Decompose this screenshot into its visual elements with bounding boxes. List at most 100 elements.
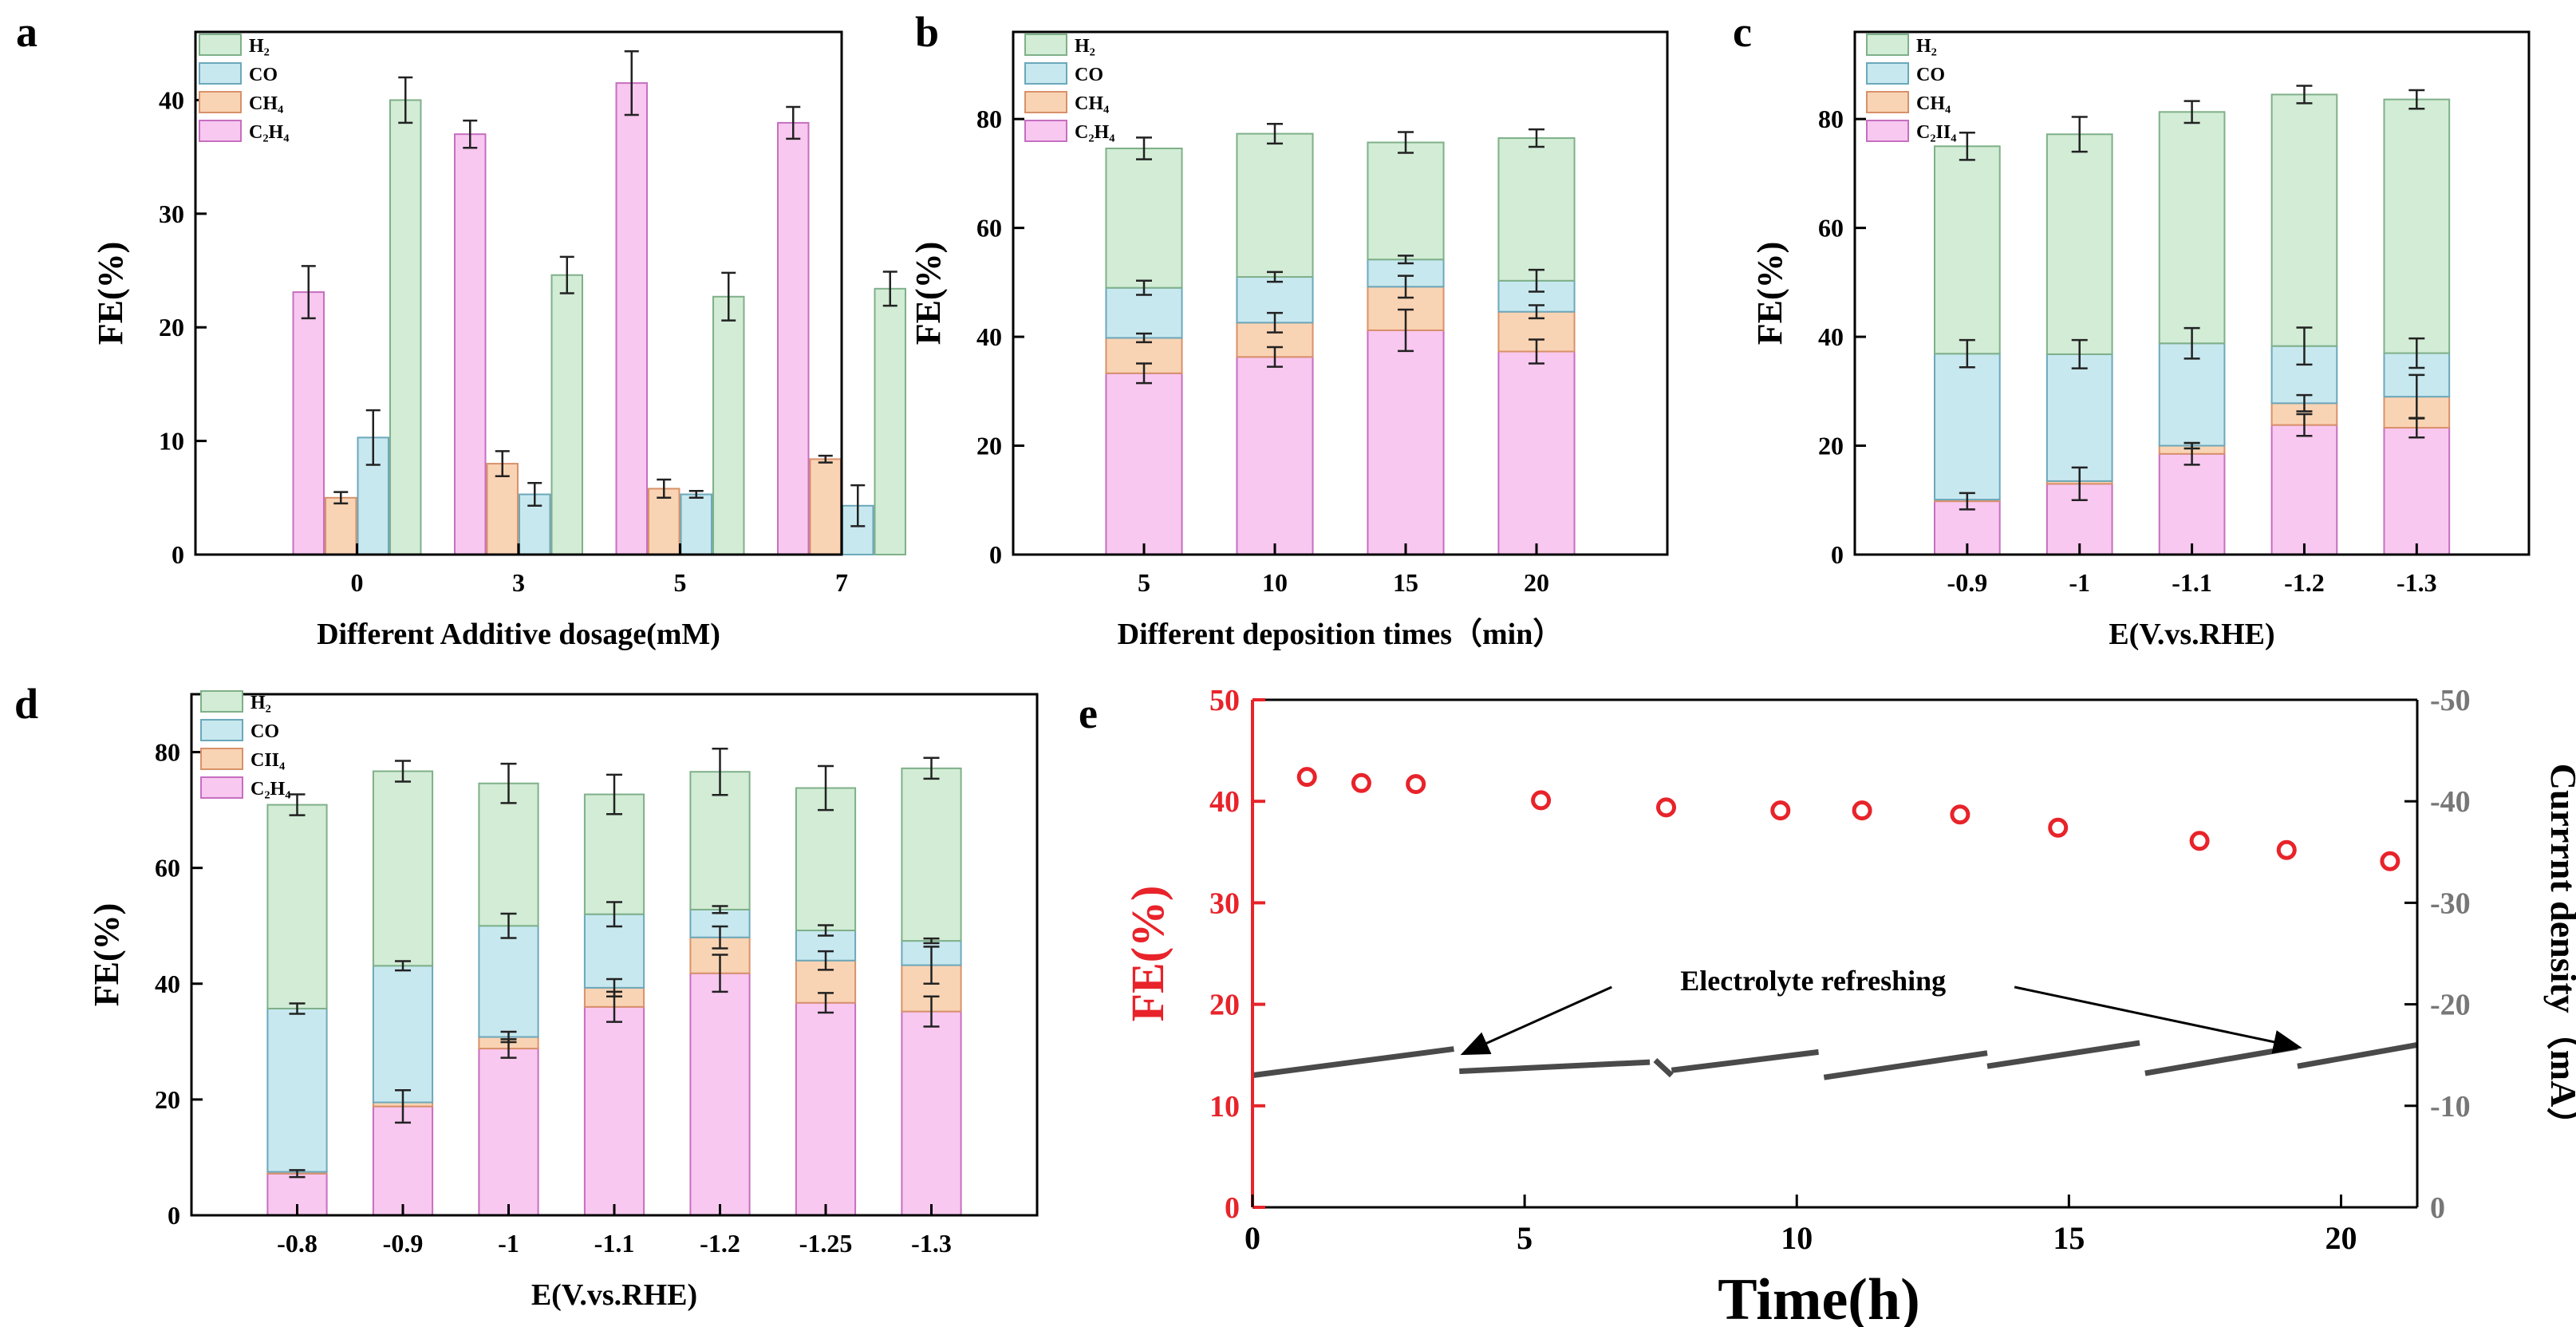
panel-e: e 0 10 20 30 40 50 0 -10 -20 -30 -40 -50 0 5 10 15 20 Time…: [1061, 670, 2576, 1327]
x-tick-label: -1: [498, 1229, 519, 1258]
bar-segment-co: [1105, 286, 1183, 339]
panel-label: a: [16, 8, 37, 56]
bar-segment-c2h4: [2158, 452, 2226, 556]
error-bar-co: [818, 924, 834, 937]
error-bar-co: [365, 409, 381, 466]
y-tick-label: 60: [976, 214, 1002, 243]
error-bar-h2: [1267, 123, 1283, 145]
bar-c2h4: [292, 291, 325, 555]
legend-label: H₂: [1075, 36, 1095, 57]
chart-e: e 0 10 20 30 40 50 0 -10 -20 -30 -40 -50 0 5 10 15 20 Time…: [1079, 684, 2576, 1327]
error-bar-ch4: [923, 946, 940, 985]
current-trace: [1823, 1050, 1988, 1080]
legend-label: CH₄: [1075, 93, 1109, 114]
error-bar-c2h4: [463, 119, 478, 149]
annotation-electrolyte-refreshing: Electrolyte refreshing: [1680, 965, 1946, 997]
error-bar-co: [606, 901, 622, 928]
legend-swatch-ch4: [200, 748, 243, 770]
annotation-arrow: [2014, 985, 2302, 1054]
bar-c2h4: [777, 121, 810, 556]
left-y-tick-label: 50: [1209, 684, 1240, 717]
bar-segment-co: [2045, 353, 2113, 482]
chart-c: c 0 20 40 60 80 -0.9 -1 -1.1 -1.2 -1.3 E(V.vs.RHE) F…: [1733, 8, 2531, 651]
error-bar-c2h4: [1398, 308, 1414, 353]
legend-swatch-c2h4: [199, 120, 242, 142]
error-bar-c2h4: [289, 1169, 306, 1179]
error-bar-c2h4: [2296, 413, 2313, 437]
x-tick-label: 20: [1524, 568, 1549, 597]
legend-swatch-h2: [1866, 34, 1909, 56]
right-y-tick-label: -20: [2430, 989, 2471, 1022]
error-bar-ch4: [606, 977, 622, 997]
y-tick-label: 40: [1818, 322, 1844, 351]
x-tick-label: 20: [2325, 1220, 2357, 1256]
legend-swatch-c2h4: [200, 776, 243, 799]
error-bar-ch4: [2183, 441, 2200, 450]
bar-segment-co: [478, 925, 539, 1038]
y-tick-label: 60: [1818, 214, 1844, 243]
fe-marker: [1852, 800, 1872, 821]
error-bar-ch4: [818, 950, 834, 971]
x-tick-label: 5: [1517, 1220, 1533, 1256]
error-bar-h2: [2183, 100, 2200, 124]
y-tick-label: 60: [155, 854, 180, 883]
right-y-tick-label: -30: [2430, 887, 2471, 920]
x-tick-label: 0: [351, 568, 364, 597]
bar-segment-co: [372, 965, 434, 1104]
legend-swatch-co: [1866, 62, 1909, 85]
y-axis-label: FE(%): [1750, 242, 1789, 346]
x-tick-label: -0.9: [1947, 568, 1988, 597]
bar-ch4: [325, 496, 357, 555]
bar-segment-h2: [2383, 98, 2451, 354]
bar-segment-h2: [1934, 145, 2001, 355]
error-bar-h2: [923, 756, 940, 780]
chart-d: d 0 20 40 60 80 -0.8 -0.9 -1 -1.1 -1.2 -1.25 -1.3 E(V…: [14, 680, 1039, 1312]
legend-swatch-c2h4: [1866, 120, 1909, 142]
bar-segment-h2: [2045, 133, 2113, 355]
error-bar-ch4: [495, 450, 510, 477]
y-tick-label: 20: [1818, 432, 1844, 460]
error-bar-c2h4: [1959, 492, 1975, 511]
legend-swatch-co: [1024, 62, 1067, 85]
fe-marker: [1950, 804, 1970, 825]
bar-segment-co: [2158, 342, 2226, 447]
error-bar-h2: [1959, 131, 1975, 161]
current-trace: [1653, 1057, 1674, 1078]
x-tick-label: 0: [1245, 1220, 1260, 1256]
bar-c2h4: [615, 82, 648, 555]
error-bar-co: [1959, 338, 1975, 369]
error-bar-c2h4: [786, 105, 801, 140]
fe-marker: [1296, 767, 1317, 788]
current-trace: [1252, 1046, 1454, 1079]
chart-a: a 0 10 20 30 40 0 3 5 7 Different Additive dosage(…: [16, 8, 906, 651]
fe-marker: [1531, 790, 1552, 811]
error-bar-ch4: [657, 478, 672, 500]
x-tick-label: -1: [2069, 568, 2090, 597]
bar-segment-c2h4: [1497, 350, 1576, 556]
error-bar-co: [1136, 279, 1152, 296]
panel-label: e: [1079, 689, 1098, 737]
error-bar-h2: [818, 764, 834, 812]
y-axis-label: FE(%): [87, 903, 126, 1007]
x-tick-label: -1.3: [911, 1229, 952, 1258]
bar-segment-h2: [266, 804, 328, 1009]
right-y-tick-label: -10: [2430, 1090, 2471, 1124]
error-bar-c2h4: [301, 265, 316, 320]
bar-segment-h2: [1367, 141, 1445, 261]
error-bar-co: [923, 937, 940, 945]
error-bar-h2: [500, 762, 517, 804]
error-bar-h2: [559, 255, 574, 294]
legend-label: CH₄: [1916, 93, 1951, 114]
y-tick-label: 20: [155, 1085, 180, 1114]
error-bar-h2: [712, 747, 728, 796]
error-bar-ch4: [2408, 373, 2425, 420]
x-tick-label: 15: [2053, 1220, 2085, 1256]
legend-swatch-ch4: [1024, 91, 1067, 113]
current-trace: [1671, 1049, 1819, 1073]
error-bar-co: [688, 490, 704, 500]
panel-b: b 0 20 40 60 80 5 10 15 20 Different deposition ti…: [858, 0, 1715, 670]
legend-swatch-co: [200, 719, 243, 741]
y-tick-label: 0: [168, 1201, 180, 1230]
bar-segment-c2h4: [1367, 329, 1445, 555]
annotation-arrow: [1460, 985, 1612, 1056]
